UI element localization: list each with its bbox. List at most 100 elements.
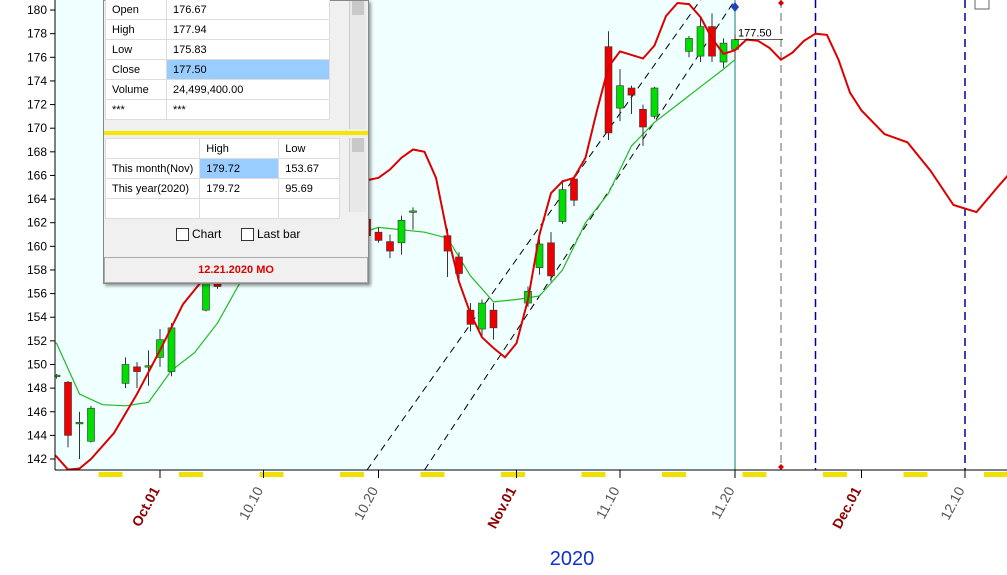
- y-tick-label: 164: [27, 192, 47, 206]
- checkbox-label: Last bar: [257, 227, 301, 241]
- x-tick-label: 12.10: [937, 484, 968, 523]
- checkbox[interactable]: Last bar: [241, 227, 300, 241]
- candle-body: [627, 87, 636, 96]
- value: 95.69: [278, 178, 340, 199]
- y-tick-label: 150: [27, 357, 47, 371]
- label: High: [105, 19, 167, 40]
- candle-body: [75, 422, 84, 425]
- candle-body: [386, 241, 394, 252]
- candle-body: [558, 189, 567, 222]
- x-tick-label: 10.10: [236, 484, 267, 523]
- scrollbar[interactable]: [349, 138, 366, 212]
- y-tick-label: 162: [27, 216, 47, 230]
- candle-body: [696, 26, 705, 57]
- corner-box: [974, 0, 990, 10]
- candle-body: [133, 366, 141, 372]
- checkbox[interactable]: Chart: [176, 227, 221, 241]
- moving-average-line: [55, 59, 736, 407]
- y-tick-label: 152: [27, 334, 47, 348]
- value: 177.50: [166, 59, 330, 80]
- y-tick-label: 154: [27, 310, 47, 324]
- info-panel: Open 176.67 High 177.94 Low 175.83 Close 177…: [103, 0, 369, 284]
- y-tick-label: 180: [27, 3, 47, 17]
- candle-body: [374, 231, 383, 241]
- candle-body: [685, 38, 693, 52]
- y-tick-label: 156: [27, 287, 47, 301]
- candle-body: [466, 309, 475, 325]
- candle-body: [87, 407, 95, 442]
- candle-body: [708, 26, 716, 57]
- candle-body: [55, 374, 61, 377]
- x-tick-label: Oct.01: [128, 484, 162, 529]
- weekend-marker: [581, 472, 606, 477]
- marker: [731, 2, 739, 12]
- channel-line: [366, 0, 701, 470]
- label: ***: [105, 99, 167, 120]
- y-tick-label: 178: [27, 27, 47, 41]
- weekend-marker: [662, 472, 686, 477]
- date-bar: 12.21.2020 MO: [104, 257, 368, 283]
- weekend-marker: [259, 472, 284, 477]
- candle-body: [478, 302, 486, 330]
- value: 179.72: [199, 178, 280, 199]
- label: Low: [105, 39, 167, 60]
- value: 176.67: [166, 0, 330, 20]
- label: Close: [105, 59, 167, 80]
- candle-body: [489, 309, 498, 329]
- label: Volume: [105, 79, 167, 100]
- blank: [278, 198, 340, 219]
- candle-body: [167, 327, 176, 372]
- candle-body: [397, 220, 406, 244]
- x-tick-label: Nov.01: [484, 484, 519, 531]
- value: 175.83: [166, 39, 330, 60]
- y-tick-label: 176: [27, 50, 47, 64]
- weekend-marker: [98, 472, 123, 477]
- blank: [104, 198, 201, 219]
- weekend-marker: [420, 472, 445, 477]
- y-tick-label: 174: [27, 74, 47, 88]
- blank: [199, 198, 280, 219]
- candle-body: [570, 178, 578, 201]
- header: High: [199, 138, 280, 159]
- y-tick-label: 158: [27, 263, 47, 277]
- y-tick-label: 166: [27, 168, 47, 182]
- label: Open: [105, 0, 167, 20]
- y-tick-label: 142: [27, 452, 47, 466]
- value: 153.67: [278, 158, 340, 179]
- candle-body: [202, 279, 210, 311]
- weekend-marker: [903, 472, 928, 477]
- header-blank: [104, 138, 201, 159]
- value: ***: [166, 99, 330, 120]
- candle-body: [409, 210, 417, 213]
- candle-body: [616, 85, 624, 109]
- scrollbar[interactable]: [349, 1, 366, 129]
- x-tick-label: 11.20: [708, 484, 738, 522]
- label: This month(Nov): [104, 158, 201, 179]
- header: Low: [278, 138, 340, 159]
- y-tick-label: 148: [27, 381, 47, 395]
- weekend-marker: [179, 472, 203, 477]
- candle-body: [121, 364, 130, 384]
- marker: [778, 0, 784, 6]
- label: This year(2020): [104, 178, 201, 199]
- weekend-marker: [823, 472, 847, 477]
- weekend-marker: [984, 472, 1007, 477]
- summary-table: High Low This month(Nov) 179.72 153.67 This…: [104, 138, 340, 219]
- weekend-marker: [340, 472, 364, 477]
- quote-table: Open 176.67 High 177.94 Low 175.83 Close 177…: [105, 0, 330, 120]
- weekend-marker: [742, 472, 767, 477]
- y-tick-label: 168: [27, 145, 47, 159]
- candle-body: [604, 46, 613, 134]
- x-axis-label: 2020: [550, 548, 595, 570]
- candle-body: [650, 87, 659, 117]
- weekend-marker: [501, 472, 525, 477]
- x-tick-label: 10.20: [351, 484, 382, 523]
- checkbox-label: Chart: [192, 227, 222, 241]
- candle-body: [639, 108, 647, 128]
- x-tick-label: Dec.01: [829, 484, 864, 532]
- value: 24,499,400.00: [166, 79, 330, 100]
- x-tick-label: 11.10: [593, 484, 623, 522]
- value: 179.72: [199, 158, 280, 179]
- y-tick-label: 144: [27, 428, 47, 442]
- value: 177.94: [166, 19, 330, 40]
